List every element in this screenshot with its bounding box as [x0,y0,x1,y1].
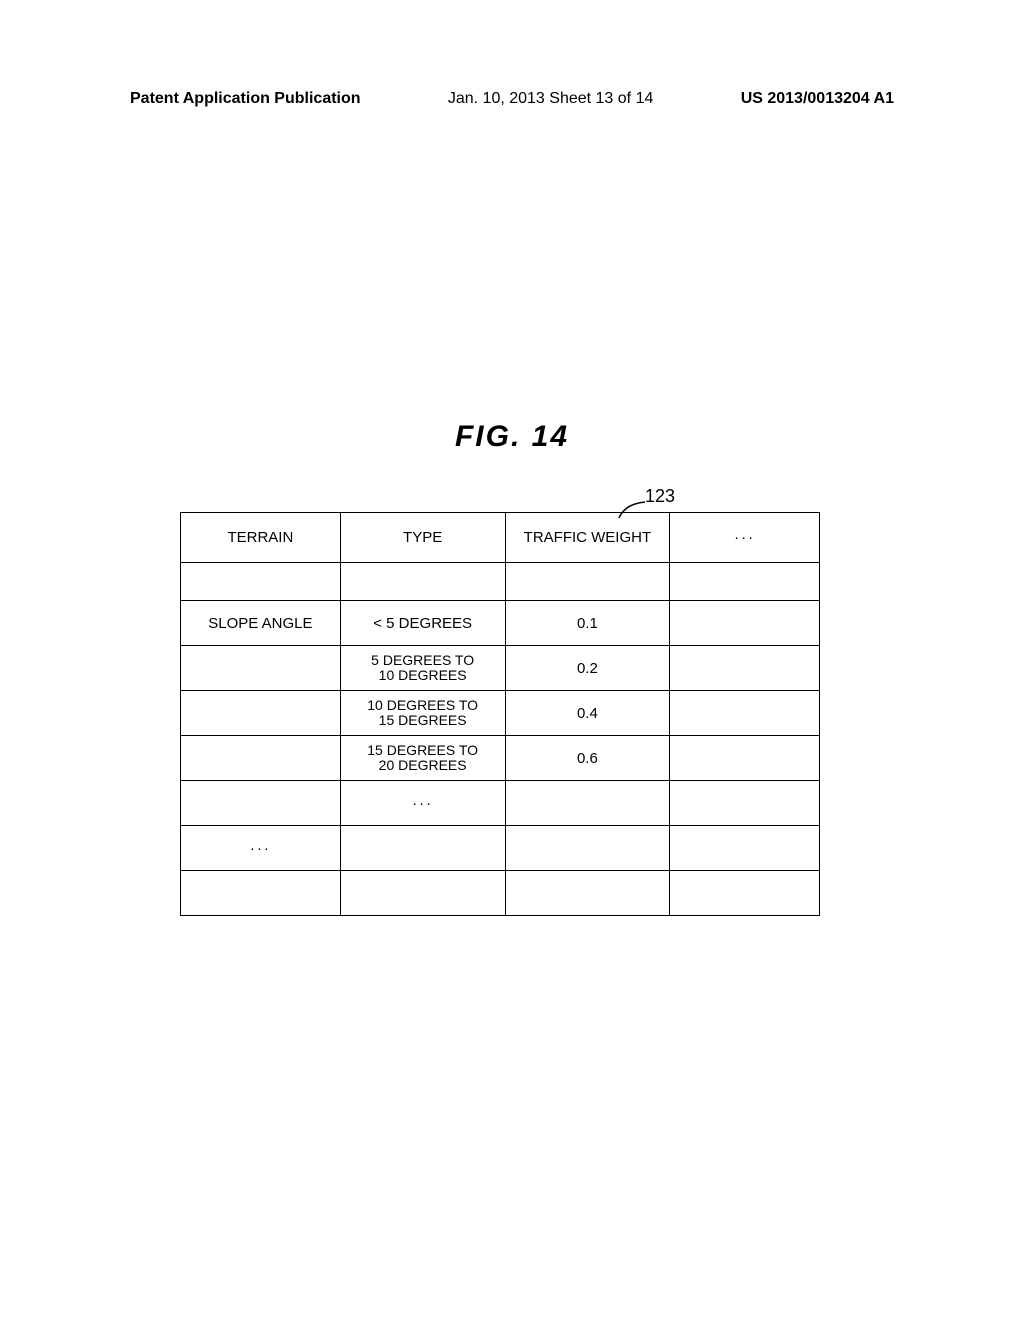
table-row: 5 DEGREES TO10 DEGREES 0.2 [181,646,820,691]
table-cell [505,563,670,601]
table-row: 15 DEGREES TO20 DEGREES 0.6 [181,736,820,781]
table-cell: 0.1 [505,601,670,646]
table-cell: 0.6 [505,736,670,781]
table-cell [670,781,820,826]
table-row [181,871,820,916]
column-header-type: TYPE [340,513,505,563]
table-cell: SLOPE ANGLE [181,601,341,646]
table-cell: 5 DEGREES TO10 DEGREES [340,646,505,691]
table-cell [670,646,820,691]
table-cell: < 5 DEGREES [340,601,505,646]
table-cell [181,781,341,826]
table-cell [670,736,820,781]
table-cell: 15 DEGREES TO20 DEGREES [340,736,505,781]
header-patent-number: US 2013/0013204 A1 [741,90,894,108]
reference-number: 123 [645,486,675,507]
table-cell [181,736,341,781]
table-row [181,563,820,601]
page-header: Patent Application Publication Jan. 10, … [130,90,894,108]
table-cell [340,563,505,601]
table-cell [181,646,341,691]
table-cell [340,871,505,916]
table-cell: ··· [340,781,505,826]
table-row: SLOPE ANGLE < 5 DEGREES 0.1 [181,601,820,646]
figure-title: FIG. 14 [0,420,1024,454]
table-cell [505,871,670,916]
table-cell: ··· [181,826,341,871]
column-header-terrain: TERRAIN [181,513,341,563]
table-cell [505,781,670,826]
header-publication-type: Patent Application Publication [130,90,361,108]
table-cell [181,691,341,736]
table-header-row: TERRAIN TYPE TRAFFIC WEIGHT ··· [181,513,820,563]
table-cell [670,871,820,916]
table-cell [670,601,820,646]
table-cell: 10 DEGREES TO15 DEGREES [340,691,505,736]
table-row: ··· [181,826,820,871]
table-cell [181,563,341,601]
table-cell [505,826,670,871]
terrain-table: TERRAIN TYPE TRAFFIC WEIGHT ··· SLOPE AN… [180,512,820,916]
table-cell [670,691,820,736]
table-cell [670,826,820,871]
table-cell: 0.4 [505,691,670,736]
table-cell: 0.2 [505,646,670,691]
table-row: ··· [181,781,820,826]
table-cell [670,563,820,601]
table-row: 10 DEGREES TO15 DEGREES 0.4 [181,691,820,736]
column-header-traffic-weight: TRAFFIC WEIGHT [505,513,670,563]
column-header-ellipsis: ··· [670,513,820,563]
header-date-sheet: Jan. 10, 2013 Sheet 13 of 14 [448,90,654,108]
table-cell [340,826,505,871]
table-cell [181,871,341,916]
